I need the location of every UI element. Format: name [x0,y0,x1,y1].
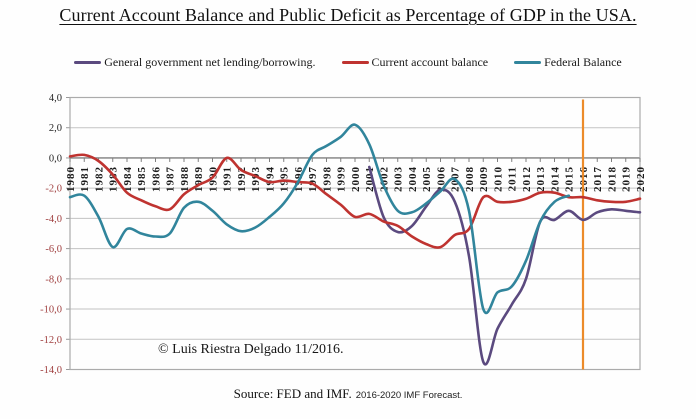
svg-text:4,0: 4,0 [49,93,62,104]
svg-text:1984: 1984 [122,166,134,192]
svg-text:1998: 1998 [322,166,334,192]
svg-text:2006: 2006 [436,166,448,192]
svg-text:1985: 1985 [136,166,148,192]
blue-line-swatch-icon [514,61,542,64]
svg-text:1988: 1988 [179,166,191,192]
svg-text:1991: 1991 [222,166,234,192]
svg-text:-6,0: -6,0 [45,244,62,255]
svg-text:2018: 2018 [607,166,619,192]
svg-text:2013: 2013 [535,166,547,192]
legend-label-federal-balance: Federal Balance [544,55,622,69]
source-forecast-note: 2016-2020 IMF Forecast. [355,390,463,401]
svg-text:2014: 2014 [550,166,562,192]
svg-text:1980: 1980 [65,166,77,192]
svg-text:2004: 2004 [407,166,419,192]
svg-text:-2,0: -2,0 [45,184,62,195]
copyright-note: © Luis Riestra Delgado 11/2016. [158,342,344,357]
legend-item-current-account: Current account balance [341,55,489,70]
chart-legend: General government net lending/borrowing… [0,55,696,70]
svg-text:2017: 2017 [592,166,604,192]
svg-text:2,0: 2,0 [49,123,62,134]
svg-text:-12,0: -12,0 [40,335,62,346]
svg-text:1986: 1986 [151,166,163,192]
svg-text:1999: 1999 [336,166,348,192]
svg-text:1995: 1995 [279,166,291,192]
source-main-text: Source: FED and IMF. [233,386,352,401]
svg-text:2009: 2009 [478,166,490,192]
svg-text:2019: 2019 [621,166,633,192]
svg-text:2010: 2010 [493,166,505,192]
purple-line-swatch-icon [74,61,102,64]
svg-text:2005: 2005 [421,166,433,192]
svg-text:0,0: 0,0 [49,153,62,164]
legend-item-general-government: General government net lending/borrowing… [74,55,316,70]
svg-text:2003: 2003 [393,166,405,192]
red-line-swatch-icon [341,61,369,64]
svg-text:-8,0: -8,0 [45,274,62,285]
svg-text:1982: 1982 [94,166,106,192]
svg-text:2002: 2002 [379,166,391,192]
svg-text:2020: 2020 [635,166,647,192]
svg-text:1994: 1994 [265,166,277,192]
source-caption: Source: FED and IMF. 2016-2020 IMF Forec… [0,385,696,403]
svg-text:1987: 1987 [165,166,177,192]
legend-label-current-account: Current account balance [371,55,489,69]
svg-text:-10,0: -10,0 [40,305,62,316]
svg-text:2000: 2000 [350,166,362,192]
chart-title: Current Account Balance and Public Defic… [59,5,637,25]
svg-text:-4,0: -4,0 [45,214,62,225]
legend-item-federal-balance: Federal Balance [514,55,622,70]
svg-text:2008: 2008 [464,166,476,192]
svg-text:1993: 1993 [250,166,262,192]
svg-text:-14,0: -14,0 [40,365,62,376]
svg-text:1981: 1981 [79,166,91,192]
svg-text:2011: 2011 [507,166,519,191]
svg-text:2012: 2012 [521,166,533,192]
legend-label-general-government: General government net lending/borrowing… [104,55,316,69]
svg-text:2015: 2015 [564,166,576,192]
